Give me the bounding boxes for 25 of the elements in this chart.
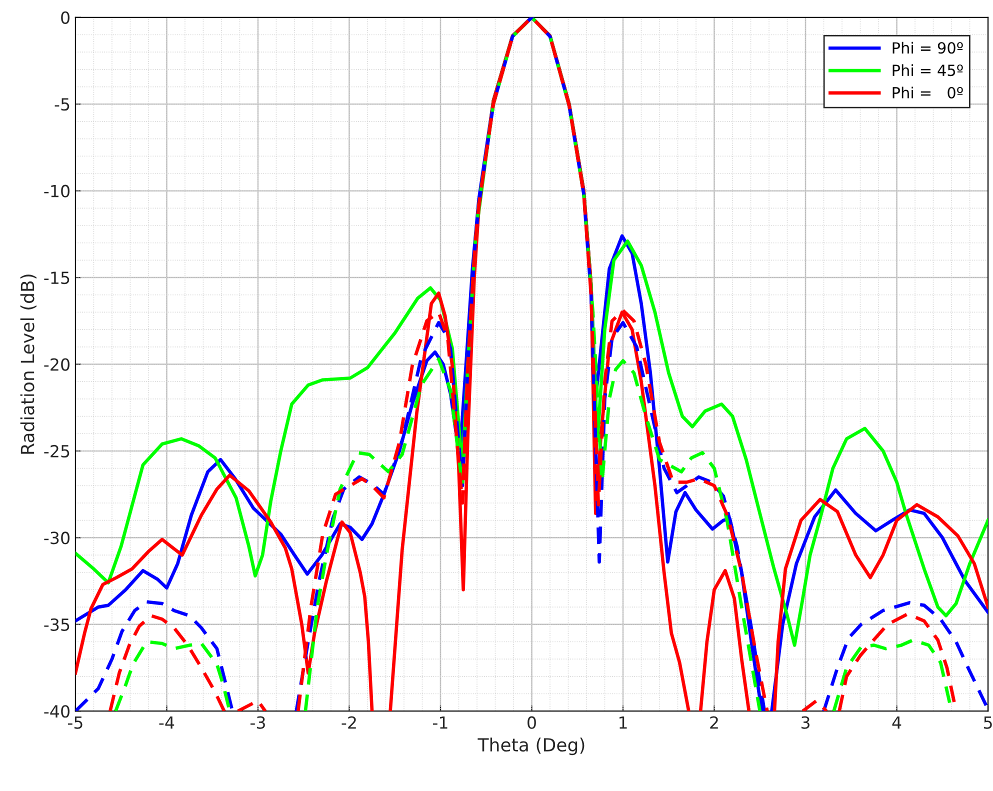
- x-axis-title: Theta (Deg): [478, 738, 584, 756]
- x-tick-label: -1: [433, 716, 448, 729]
- x-tick-label: 0: [528, 716, 536, 729]
- y-tick-label: -30: [44, 532, 70, 544]
- y-tick-label: -40: [44, 705, 70, 718]
- x-tick-label: -5: [68, 716, 82, 729]
- y-tick-label: -5: [54, 98, 70, 111]
- x-tick-label: 5: [984, 716, 992, 729]
- x-tick-label: -3: [250, 716, 265, 729]
- x-tick-label: 1: [620, 716, 627, 729]
- x-tick-label: -2: [342, 716, 356, 729]
- y-tick-label: -35: [44, 618, 70, 631]
- legend-label: Phi = 0º: [892, 86, 963, 99]
- y-tick-label: 0: [61, 11, 70, 24]
- y-tick-label: -10: [44, 184, 70, 198]
- y-tick-label: -15: [44, 272, 70, 284]
- x-tick-label: 2: [710, 716, 718, 729]
- legend-label: Phi = 90º: [892, 42, 963, 54]
- legend-label: Phi = 45º: [892, 64, 963, 76]
- y-tick-label: -20: [44, 358, 70, 371]
- x-tick-label: -4: [159, 716, 174, 729]
- y-tick-label: -25: [44, 444, 70, 458]
- y-axis-title: Radiation Level (dB): [20, 274, 36, 454]
- x-tick-label: 3: [801, 716, 810, 729]
- x-tick-label: 4: [892, 716, 902, 729]
